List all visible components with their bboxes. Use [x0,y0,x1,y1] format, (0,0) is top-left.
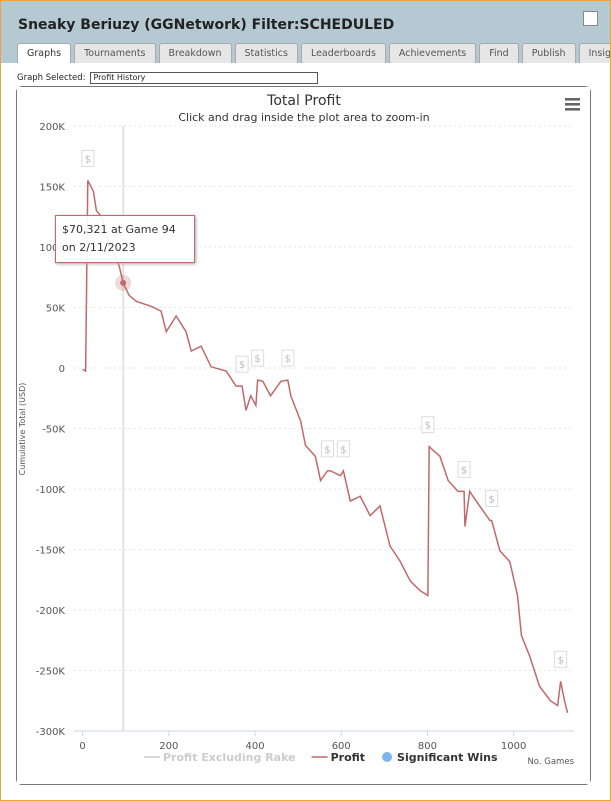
y-tick-label: 0 [59,364,65,375]
legend-label: Profit Excluding Rake [163,751,296,764]
tab[interactable]: Statistics [234,43,298,63]
tab[interactable]: Leaderboards [300,43,386,63]
x-tick-label: 400 [245,741,264,752]
window-title: Sneaky Beriuzy (GGNetwork) Filter:SCHEDU… [18,17,395,33]
x-tick-label: 200 [159,741,178,752]
legend-item[interactable]: Profit Excluding Rake [144,751,296,764]
significant-win-flag: $ [81,149,95,167]
flag-label: $ [85,154,91,165]
flag-label: $ [285,354,291,365]
flag-label: $ [324,445,330,456]
y-tick-label: -150K [36,546,66,557]
tab[interactable]: Find [479,43,519,63]
x-tick-label: 600 [332,741,351,752]
y-tick-label: 150K [39,183,65,194]
flag-label: $ [557,655,563,666]
close-button[interactable] [583,11,598,26]
significant-win-flag: $ [320,440,334,458]
significant-win-flag: $ [281,349,295,367]
significant-win-flag: $ [251,349,265,367]
flag-box [421,416,435,434]
flag-box [336,440,350,458]
y-tick-label: 200K [39,122,65,133]
legend-label: Significant Wins [397,751,498,764]
y-axis-label: Cumulative Total (USD) [18,383,27,476]
hover-point [120,279,127,286]
flag-box [485,489,499,507]
flag-label: $ [239,360,245,371]
tab[interactable]: Breakdown [158,43,232,63]
y-tick-label: -100K [36,485,66,496]
menu-button[interactable] [565,98,580,111]
flag-label: $ [254,354,260,365]
chart-panel: Total Profit Click and drag inside the pl… [16,86,591,785]
y-tick-label: 100K [39,243,65,254]
flag-box [457,460,471,478]
flag-box [251,349,265,367]
flag-box [554,650,568,668]
tooltip: $70,321 at Game 94 on 2/11/2023 [55,215,195,263]
significant-win-flag: $ [235,355,249,373]
significant-win-flag: $ [336,440,350,458]
legend-symbol [382,752,393,762]
header: Sneaky Beriuzy (GGNetwork) Filter:SCHEDU… [1,1,610,63]
y-tick-label: 50K [46,304,66,315]
menu-bar [565,103,580,106]
flag-label: $ [488,494,494,505]
legend-label: Profit [331,751,365,764]
menu-bar [565,98,580,101]
tab[interactable]: Insights [578,43,610,63]
tab[interactable]: Tournaments [74,43,156,63]
significant-win-flag: $ [457,460,471,478]
y-tick-label: -250K [36,667,66,678]
graph-selector: Graph Selected: Profit History [17,72,318,84]
chart-title: Total Profit [266,93,341,109]
flag-label: $ [340,445,346,456]
tab-bar: Graphs Tournaments Breakdown Statistics Lead… [17,43,610,63]
x-tick-label: 800 [418,741,437,752]
chart-subtitle: Click and drag inside the plot area to z… [178,111,429,124]
tab[interactable]: Publish [521,43,576,63]
x-tick-label: 1000 [501,741,526,752]
x-axis-label: No. Games [527,757,574,767]
chart: Total Profit Click and drag inside the pl… [17,87,590,784]
flag-box [81,149,95,167]
graph-select[interactable]: Profit History [89,72,318,84]
legend-item[interactable]: Significant Wins [382,751,498,764]
menu-bar [565,108,580,111]
y-tick-label: -200K [36,606,66,617]
flag-label: $ [425,421,431,432]
legend-item[interactable]: Profit [311,751,365,764]
tab[interactable]: Graphs [17,43,72,63]
y-tick-label: -50K [42,425,65,436]
selector-label: Graph Selected: [17,73,86,83]
significant-win-flag: $ [485,489,499,507]
flag-box [235,355,249,373]
y-tick-label: -300K [36,727,66,738]
significant-win-flag: $ [554,650,568,668]
x-tick-label: 0 [79,741,85,752]
profit-line [82,180,569,714]
flag-label: $ [461,465,467,476]
significant-win-flag: $ [421,416,435,434]
flag-box [281,349,295,367]
tab[interactable]: Achievements [388,43,477,63]
flag-box [320,440,334,458]
